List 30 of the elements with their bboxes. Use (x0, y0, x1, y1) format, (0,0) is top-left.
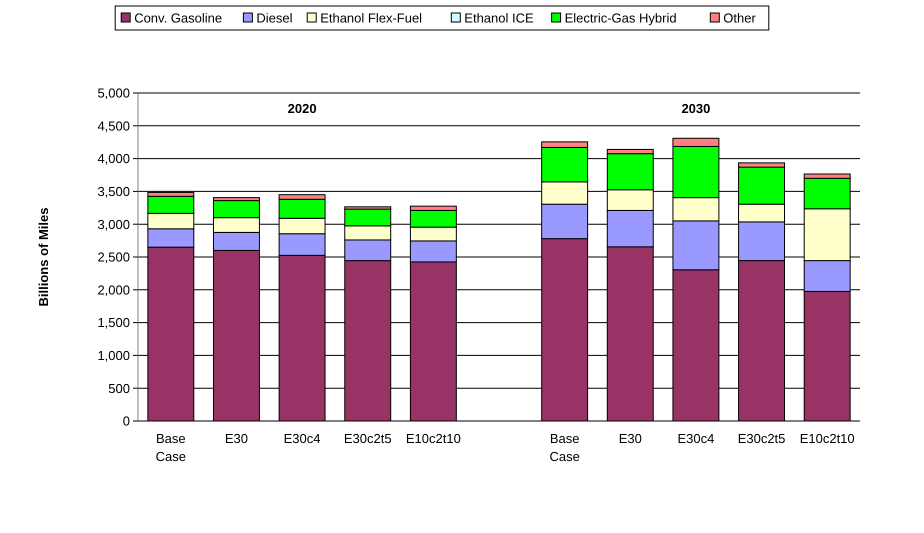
y-tick-label: 5,000 (97, 86, 130, 101)
y-tick-label: 500 (108, 380, 130, 396)
legend-label: Other (723, 10, 756, 26)
x-tick-label: E30c2t5 (738, 431, 786, 446)
legend-label: Ethanol Flex-Fuel (320, 10, 422, 26)
annotation: 2030 (681, 101, 710, 116)
y-tick-label: 2,000 (97, 282, 130, 298)
x-tick-label: E30c4 (677, 431, 714, 446)
x-tick-label: E10c2t10 (800, 431, 855, 446)
legend-label: Ethanol ICE (464, 10, 534, 26)
x-tick-label: E30c4 (284, 431, 321, 446)
x-tick-label: E10c2t10 (406, 431, 461, 446)
legend-label: Diesel (256, 10, 293, 26)
y-tick-label: 4,500 (97, 118, 130, 134)
legend-label: Conv. Gasoline (134, 10, 222, 26)
x-tick-label: Base Case (156, 431, 186, 464)
y-axis-title: Billions of Miles (36, 208, 51, 306)
y-tick-label: 0 (122, 414, 130, 429)
y-tick-label: 1,000 (97, 348, 130, 363)
x-tick-label: E30 (618, 431, 642, 446)
y-tick-label: 3,000 (97, 216, 130, 232)
x-tick-label: Base Case (549, 431, 580, 464)
x-tick-label: E30 (224, 431, 248, 446)
legend-label: Electric-Gas Hybrid (564, 10, 677, 26)
annotation: 2020 (288, 101, 317, 116)
y-tick-label: 3,500 (97, 184, 130, 199)
y-tick-label: 4,000 (97, 151, 130, 166)
y-tick-label: 2,500 (97, 250, 130, 265)
y-tick-label: 1,500 (97, 315, 130, 330)
x-tick-label: E30c2t5 (344, 431, 392, 446)
